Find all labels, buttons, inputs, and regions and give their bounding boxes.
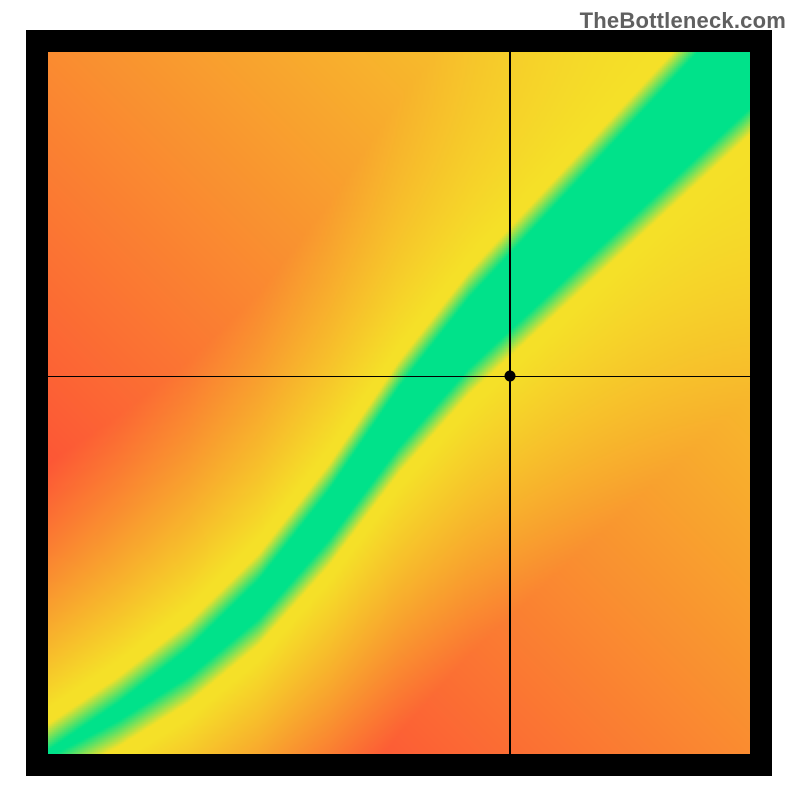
heatmap-canvas bbox=[26, 30, 772, 776]
crosshair-horizontal bbox=[48, 376, 750, 378]
inner-border-right bbox=[750, 30, 772, 776]
watermark-text: TheBottleneck.com bbox=[580, 8, 786, 34]
crosshair-vertical bbox=[509, 52, 511, 754]
inner-border-left bbox=[26, 30, 48, 776]
plot-area bbox=[26, 30, 772, 776]
inner-border-bottom bbox=[26, 754, 772, 776]
crosshair-marker bbox=[504, 371, 515, 382]
chart-container: TheBottleneck.com bbox=[0, 0, 800, 800]
